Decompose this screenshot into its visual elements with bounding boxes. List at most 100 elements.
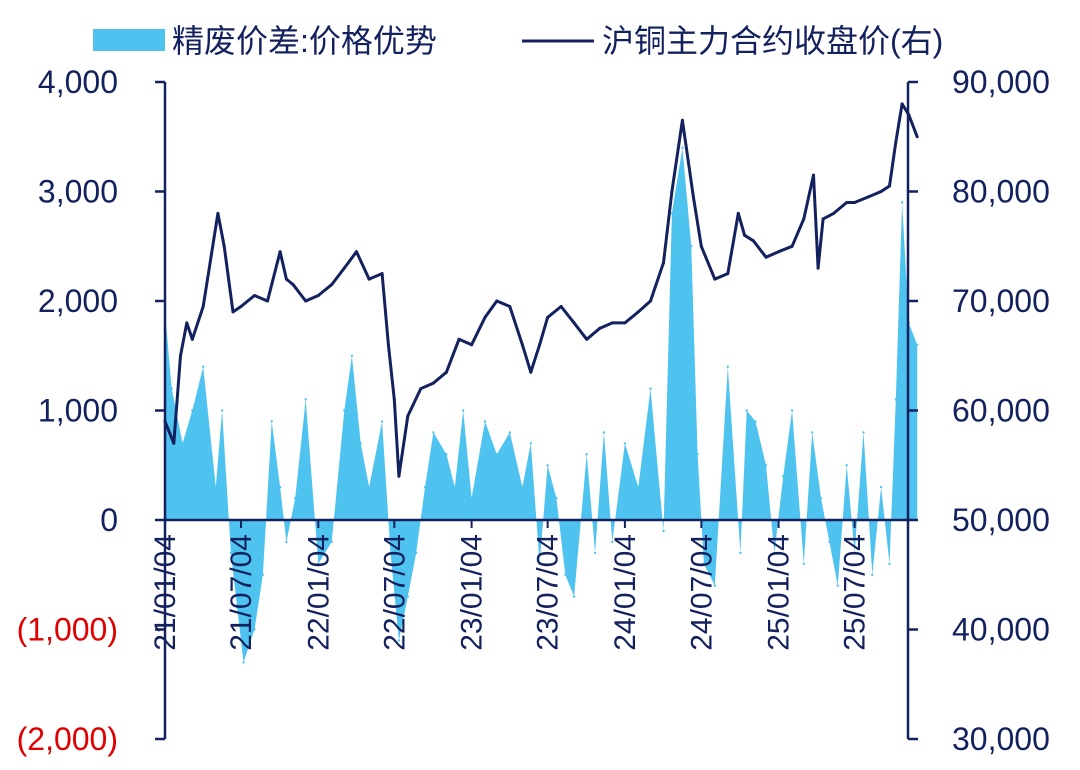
copper-close-point: [572, 321, 576, 325]
copper-close-point: [201, 305, 205, 308]
copper-close-point: [736, 211, 740, 215]
price-advantage-point: [900, 201, 904, 204]
price-advantage-point: [445, 453, 448, 456]
copper-close-point: [713, 277, 717, 281]
copper-close-point: [680, 118, 684, 122]
copper-close-point: [529, 370, 533, 374]
price-advantage-point: [350, 354, 354, 357]
price-advantage-point: [202, 365, 205, 368]
y-right-tick-label: 50,000: [952, 502, 1050, 538]
price-advantage-point: [845, 464, 848, 467]
price-advantage-point: [220, 409, 224, 412]
copper-close-point: [444, 370, 448, 374]
price-advantage-point: [397, 639, 401, 642]
price-advantage-point: [191, 409, 194, 412]
price-advantage-point: [602, 431, 606, 434]
copper-close-point: [790, 244, 794, 248]
price-advantage-point: [278, 485, 282, 489]
x-tick-label: 25/07/04: [839, 534, 872, 651]
copper-close-point: [470, 343, 474, 347]
y-left-tick-label: 1,000: [38, 393, 118, 429]
copper-close-point: [508, 305, 512, 308]
price-advantage-point: [415, 551, 418, 555]
price-advantage-point: [681, 146, 684, 149]
copper-close-point: [483, 315, 487, 319]
copper-close-point: [431, 381, 435, 385]
price-advantage-point: [572, 595, 576, 598]
y-right-tick-label: 80,000: [952, 174, 1050, 210]
copper-close-point: [239, 305, 243, 308]
legend-swatch-area: [93, 29, 165, 51]
copper-close-point: [291, 283, 295, 287]
price-advantage-point: [389, 551, 392, 555]
price-advantage-point: [713, 584, 716, 587]
price-advantage-point: [773, 551, 776, 555]
copper-close-point: [367, 277, 371, 281]
copper-close-point: [853, 201, 857, 204]
copper-close-point: [397, 474, 401, 478]
copper-close-point: [392, 398, 396, 401]
copper-close-point: [559, 305, 563, 308]
price-advantage-point: [453, 485, 456, 489]
copper-close-point: [662, 261, 665, 265]
axes: 4,000 3,000 2,000 1,000 0 (1,000) (2,000) 90,00…: [17, 64, 1050, 757]
x-tick-label: 24/07/04: [685, 534, 718, 651]
copper-close-point: [231, 310, 235, 314]
x-tick-label: 23/01/04: [456, 534, 489, 651]
price-advantage-point: [853, 551, 856, 555]
price-advantage-point: [649, 387, 652, 390]
copper-close-point: [816, 266, 820, 270]
price-advantage-point: [317, 562, 320, 565]
price-advantage-point: [888, 562, 891, 565]
price-advantage-point: [623, 442, 627, 445]
price-advantage-point: [483, 420, 487, 423]
copper-close-point: [900, 102, 904, 106]
price-advantage-point: [406, 595, 409, 598]
copper-close-point: [538, 343, 542, 347]
copper-close-point: [598, 326, 602, 330]
y-left-tick-label: 4,000: [38, 64, 118, 100]
price-advantage-point: [811, 431, 814, 434]
price-advantage-point: [593, 551, 597, 555]
price-advantage-point: [546, 464, 549, 467]
copper-close-point: [743, 233, 747, 237]
y-right-tick-label: 90,000: [952, 64, 1050, 100]
copper-close-point: [623, 321, 627, 325]
copper-close-point: [812, 173, 815, 177]
copper-close-point: [179, 354, 182, 358]
legend-label-area: 精废价差:价格优势: [172, 23, 437, 59]
price-advantage-point: [367, 485, 371, 489]
price-advantage-point: [662, 529, 665, 533]
copper-close-point: [316, 294, 320, 297]
copper-close-point: [190, 337, 194, 341]
price-advantage-point: [495, 453, 498, 456]
price-advantage-point: [359, 442, 362, 445]
copper-close-point: [330, 283, 334, 287]
copper-close-point: [253, 294, 256, 297]
copper-close-point: [216, 211, 220, 215]
price-advantage-point: [764, 464, 768, 467]
y-right-tick-label: 40,000: [952, 612, 1050, 648]
price-advantage-point: [229, 551, 233, 555]
legend: 精废价差:价格优势 沪铜主力合约收盘价(右): [93, 23, 943, 59]
copper-close-point: [777, 250, 781, 254]
copper-close-point: [386, 343, 390, 347]
copper-close-point: [845, 201, 849, 204]
copper-close-point: [915, 135, 919, 139]
price-advantage-point: [916, 343, 919, 346]
copper-close-point: [185, 321, 189, 325]
price-advantage-point: [214, 485, 217, 489]
x-tick-label: 21/01/04: [149, 534, 182, 651]
copper-close-point: [284, 277, 288, 281]
copper-close-point: [866, 195, 870, 199]
price-advantage-point: [508, 431, 511, 434]
copper-close-point: [380, 272, 384, 276]
copper-close-point: [520, 343, 524, 347]
price-advantage-point: [181, 442, 184, 445]
copper-close-point: [610, 321, 614, 325]
price-advantage-point: [304, 398, 307, 401]
y-left-tick-label: (2,000): [17, 721, 118, 757]
price-advantage-point: [270, 420, 273, 423]
